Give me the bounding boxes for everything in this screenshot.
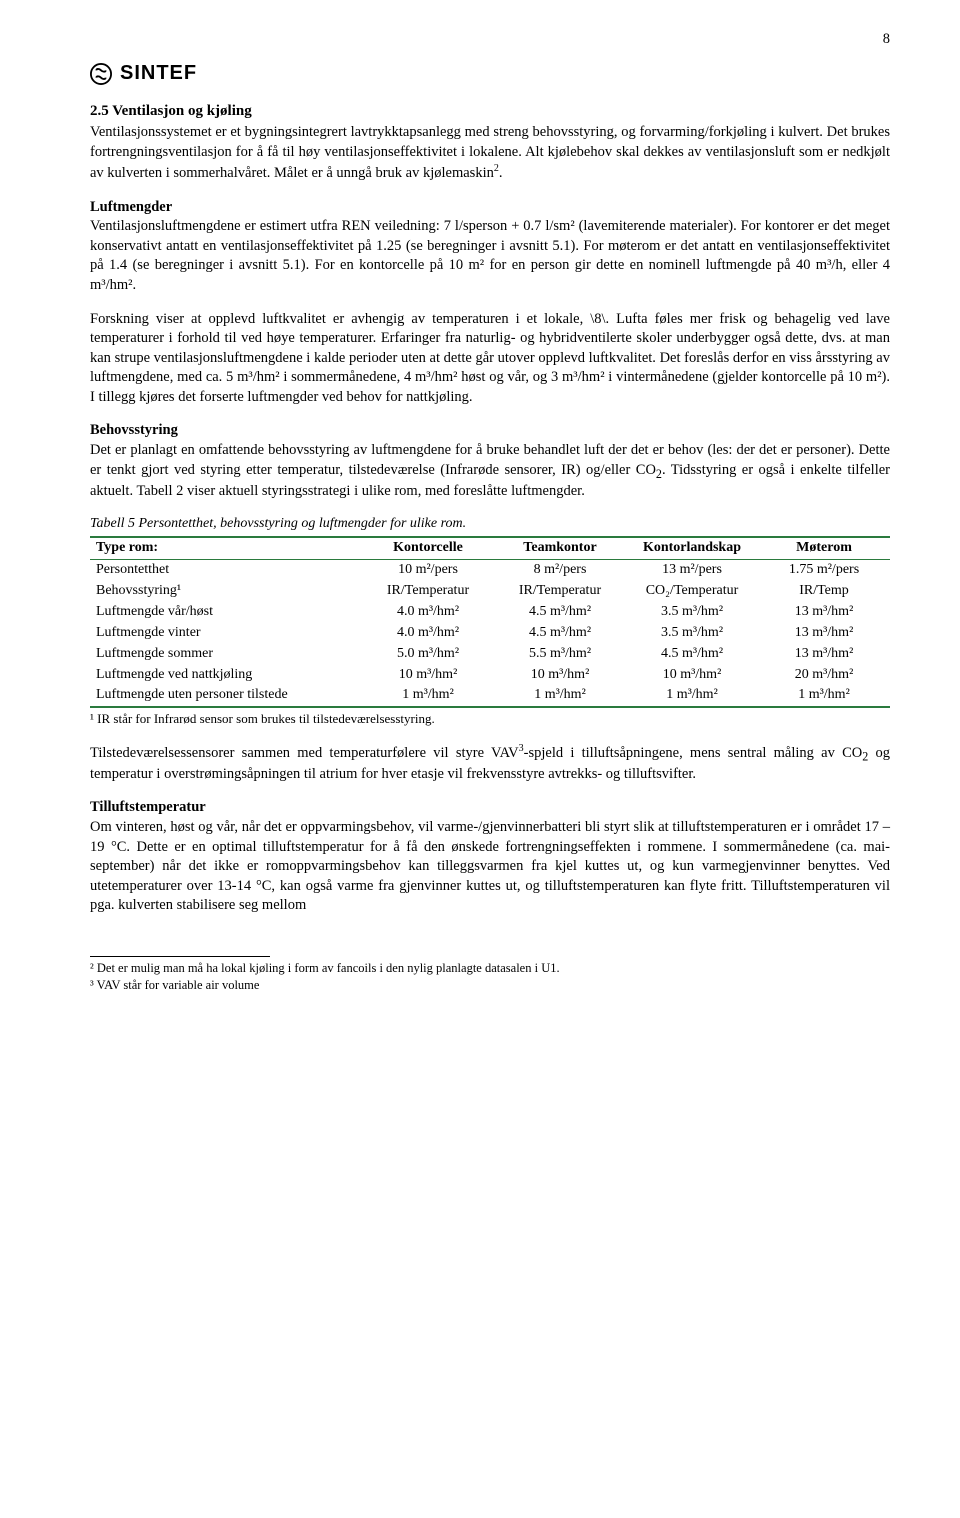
text: -spjeld i tilluftsåpningene, mens sentra… [524,745,863,761]
table-cell: 4.0 m³/hm² [362,623,494,644]
table-header: Teamkontor [494,537,626,559]
table-cell: 13 m³/hm² [758,602,890,623]
table-row: Behovsstyring¹ IR/Temperatur IR/Temperat… [90,581,890,602]
table-cell: 4.5 m³/hm² [494,602,626,623]
table-cell: Persontetthet [90,560,362,581]
paragraph-behovsstyring: Det er planlagt en omfattende behovsstyr… [90,441,890,501]
table-cell: 4.5 m³/hm² [494,623,626,644]
table-cell: 5.5 m³/hm² [494,644,626,665]
paragraph-forskning: Forskning viser at opplevd luftkvalitet … [90,310,890,408]
table-cell: 3.5 m³/hm² [626,623,758,644]
table-cell: 1 m³/hm² [626,685,758,707]
subheading-tilluftstemperatur: Tilluftstemperatur [90,798,890,818]
page-footnotes: ² Det er mulig man må ha lokal kjøling i… [90,956,270,994]
table-header: Møterom [758,537,890,559]
table-cell: IR/Temperatur [362,581,494,602]
table-caption: Tabell 5 Persontetthet, behovsstyring og… [90,515,890,534]
table-cell: CO₂/Temperatur [626,581,758,602]
subheading-luftmengder: Luftmengder [90,198,890,218]
table-cell: 13 m²/pers [626,560,758,581]
footnote-3: ³ VAV står for variable air volume [90,977,890,994]
table-luftmengder: Type rom: Kontorcelle Teamkontor Kontorl… [90,536,890,708]
table-cell: 8 m²/pers [494,560,626,581]
table-cell: Luftmengde ved nattkjøling [90,665,362,686]
paragraph-sensorer: Tilstedeværelsessensorer sammen med temp… [90,742,890,785]
table-cell: 13 m³/hm² [758,644,890,665]
table-header: Type rom: [90,537,362,559]
table-cell: 4.0 m³/hm² [362,602,494,623]
text: Tilstedeværelsessensorer sammen med temp… [90,745,519,761]
table-cell: 1 m³/hm² [758,685,890,707]
section-heading: 2.5 Ventilasjon og kjøling [90,101,890,121]
sintef-logo-icon [90,63,112,85]
sintef-logo: SINTEF [90,60,890,87]
table-row: Persontetthet 10 m²/pers 8 m²/pers 13 m²… [90,560,890,581]
table-row: Luftmengde sommer 5.0 m³/hm² 5.5 m³/hm² … [90,644,890,665]
sintef-logo-text: SINTEF [120,60,197,87]
table-cell: Luftmengde vår/høst [90,602,362,623]
table-row: Luftmengde uten personer tilstede 1 m³/h… [90,685,890,707]
table-footnote: ¹ IR står for Infrarød sensor som brukes… [90,710,890,728]
table-cell: 10 m³/hm² [494,665,626,686]
table-cell: Luftmengde sommer [90,644,362,665]
table-row: Luftmengde vinter 4.0 m³/hm² 4.5 m³/hm² … [90,623,890,644]
table-cell: IR/Temperatur [494,581,626,602]
table-cell: 10 m³/hm² [362,665,494,686]
table-row: Luftmengde ved nattkjøling 10 m³/hm² 10 … [90,665,890,686]
table-header-row: Type rom: Kontorcelle Teamkontor Kontorl… [90,537,890,559]
table-cell: 10 m²/pers [362,560,494,581]
table-cell: 5.0 m³/hm² [362,644,494,665]
table-cell: Behovsstyring¹ [90,581,362,602]
table-row: Luftmengde vår/høst 4.0 m³/hm² 4.5 m³/hm… [90,602,890,623]
table-cell: 13 m³/hm² [758,623,890,644]
paragraph-tilluft: Om vinteren, høst og vår, når det er opp… [90,818,890,916]
table-header: Kontorcelle [362,537,494,559]
subheading-behovsstyring: Behovsstyring [90,421,890,441]
paragraph-luftmengder: Ventilasjonsluftmengdene er estimert utf… [90,217,890,295]
table-cell: 3.5 m³/hm² [626,602,758,623]
table-cell: 10 m³/hm² [626,665,758,686]
table-cell: 1 m³/hm² [494,685,626,707]
footnote-2: ² Det er mulig man må ha lokal kjøling i… [90,960,890,977]
table-cell: 1 m³/hm² [362,685,494,707]
paragraph-intro: Ventilasjonssystemet er et bygningsinteg… [90,123,890,184]
page-number: 8 [883,30,890,50]
table-cell: Luftmengde uten personer tilstede [90,685,362,707]
table-cell: IR/Temp [758,581,890,602]
table-cell: 20 m³/hm² [758,665,890,686]
table-cell: Luftmengde vinter [90,623,362,644]
table-cell: 4.5 m³/hm² [626,644,758,665]
table-cell: 1.75 m²/pers [758,560,890,581]
table-header: Kontorlandskap [626,537,758,559]
text: Ventilasjonssystemet er et bygningsinteg… [90,124,890,181]
text: . [499,165,503,181]
